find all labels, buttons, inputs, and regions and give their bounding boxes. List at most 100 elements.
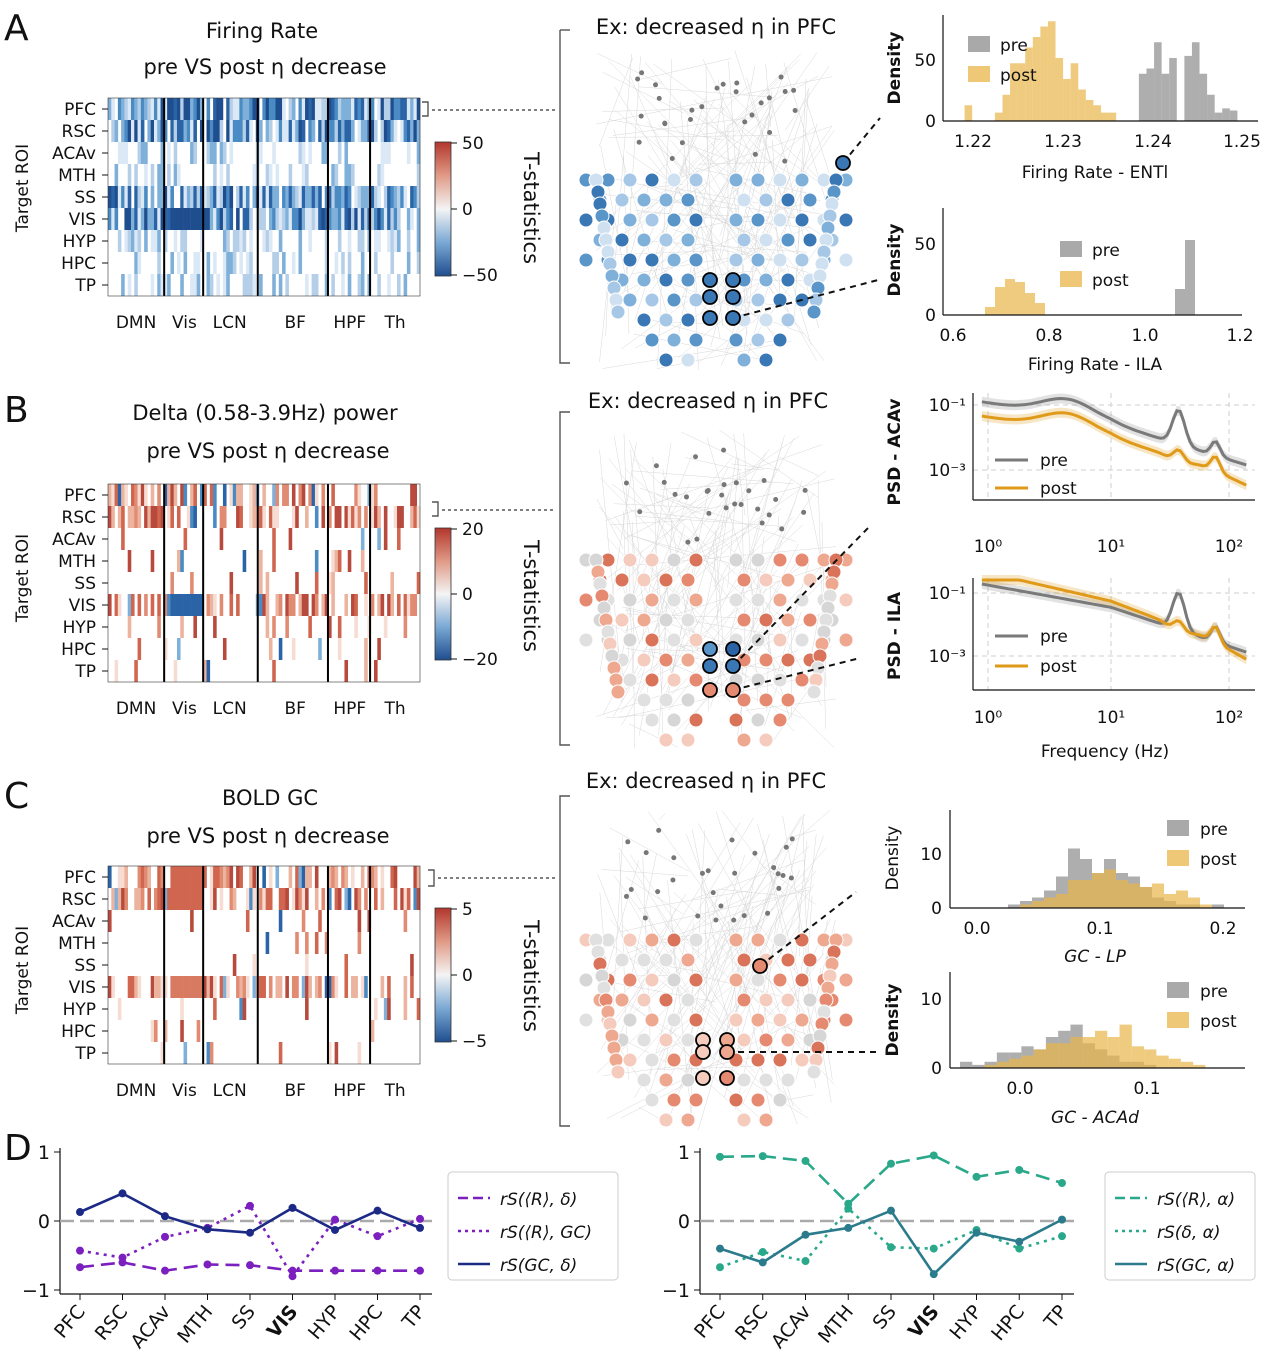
row-label-tp: TP	[74, 276, 96, 296]
hist-c-top-ytick-10: 10	[920, 845, 942, 865]
series-point	[758, 1258, 767, 1267]
psd-top-ytick-2: 10⁻³	[929, 461, 966, 481]
brain-node	[666, 932, 682, 948]
row-label-acav: ACAv	[52, 144, 96, 164]
brain-node	[750, 672, 766, 688]
brain-node	[666, 712, 682, 728]
brain-node	[772, 172, 788, 188]
hist-bar-post	[1108, 112, 1117, 121]
hist-a-bottom: 50 0 Density 0.6 0.8 1.0 1.2 Firing Rate…	[885, 208, 1254, 375]
hist-bar-pre	[1185, 240, 1195, 315]
brain-node	[688, 712, 704, 728]
brain-node	[728, 172, 744, 188]
legend-pre: pre	[1200, 820, 1228, 840]
brain-node	[794, 932, 810, 948]
legend-post: post	[1092, 271, 1129, 291]
brain-node	[658, 1112, 674, 1128]
heatmap-b-title2: pre VS post η decrease	[146, 439, 389, 463]
brain-node	[688, 1092, 704, 1108]
brain-node	[728, 972, 744, 988]
brain-node	[772, 712, 788, 728]
brain-node	[644, 972, 660, 988]
brain-node	[666, 672, 682, 688]
group-label-th: Th	[383, 313, 405, 333]
hist-a-top-ytick-50: 50	[914, 51, 936, 71]
brain-node	[614, 612, 630, 628]
hist-bar-post	[1092, 873, 1104, 908]
brain-c-title: Ex: decreased η in PFC	[586, 769, 826, 793]
hist-bar-post	[1107, 1037, 1120, 1068]
highlighted-node	[725, 658, 741, 674]
heatmap-b: Delta (0.58-3.9Hz) power pre VS post η d…	[13, 401, 543, 719]
hist-c-top: 10 0 Density 0.0 0.1 0.2 GC - LP pre pos…	[883, 810, 1245, 967]
brain-node	[758, 572, 774, 588]
heatmap-b-ylabel: Target ROI	[13, 534, 33, 623]
series-point	[288, 1266, 297, 1275]
brain-node	[636, 992, 652, 1008]
psd-bottom-post-line	[981, 578, 1248, 661]
hist-bar-post	[1068, 880, 1080, 908]
brain-node	[644, 172, 660, 188]
hist-bar-post	[1168, 1058, 1181, 1068]
brain-node	[728, 332, 744, 348]
highlighted-node	[752, 958, 768, 974]
series-point	[929, 1270, 938, 1279]
series-point	[161, 1232, 169, 1241]
hist-bar-post	[984, 1064, 997, 1068]
hist-bar-post	[1180, 1061, 1194, 1068]
group-label-lcn: LCN	[213, 1081, 247, 1101]
hist-bar-post	[1188, 897, 1200, 908]
hist-bar-post	[1104, 869, 1116, 908]
hist-bar-pre	[1008, 904, 1020, 908]
series-point	[1015, 1165, 1024, 1174]
hist-bar-post	[1025, 47, 1033, 121]
panel-letter-d: D	[4, 1128, 32, 1169]
hist-a-top: 50 0 Density 1.22 1.23 1.24 1.25 Firing …	[885, 15, 1261, 183]
brain-node	[688, 212, 704, 228]
brain-node	[736, 1072, 752, 1088]
brain-node	[610, 684, 626, 700]
brain-node	[636, 612, 652, 628]
psd-bottom: 10⁻¹ 10⁻³ PSD - ILA pre post 10⁰ 10¹ 10²…	[885, 575, 1255, 762]
legend-pre: pre	[1092, 241, 1120, 261]
heatmap-c-title2: pre VS post η decrease	[146, 824, 389, 848]
brain-node	[794, 212, 810, 228]
brain-node	[636, 192, 652, 208]
brain-node	[658, 952, 674, 968]
brain-node	[736, 232, 752, 248]
colorbar-a	[434, 141, 452, 277]
brain-node	[728, 1012, 744, 1028]
brain-node	[780, 1072, 796, 1088]
hist-a-bottom-ylabel: Density	[885, 224, 905, 297]
brain-node	[658, 992, 674, 1008]
brain-node	[794, 1052, 810, 1068]
row-label-vis: VIS	[69, 978, 96, 998]
brain-node	[622, 632, 638, 648]
hist-bar-post	[995, 287, 1005, 315]
brain-node	[636, 272, 652, 288]
brain-node	[666, 332, 682, 348]
brain-node	[728, 1092, 744, 1108]
brain-node	[636, 572, 652, 588]
hist-a-top-xtick-1: 1.22	[954, 132, 992, 152]
legend-post: post	[1200, 850, 1237, 870]
heatmap-a-title2: pre VS post η decrease	[143, 55, 386, 79]
brain-node	[758, 1072, 774, 1088]
brain-node	[680, 572, 696, 588]
hist-bar-post	[1055, 58, 1064, 121]
hist-c-bottom-ytick-10: 10	[920, 990, 942, 1010]
brain-node	[794, 972, 810, 988]
x-tick-label-mth: MTH	[173, 1301, 217, 1348]
brain-node	[636, 952, 652, 968]
brain-node	[780, 612, 796, 628]
brain-node	[680, 192, 696, 208]
row-label-tp: TP	[74, 1044, 96, 1064]
legend-entry: rS(GC, δ)	[500, 1256, 577, 1276]
hist-a-bottom-ytick-50: 50	[914, 235, 936, 255]
series-point	[1058, 1179, 1066, 1188]
series-point	[161, 1212, 169, 1221]
psd-top-post-line	[981, 411, 1247, 487]
hist-bar-post	[1033, 1049, 1046, 1068]
brain-node	[838, 632, 854, 648]
